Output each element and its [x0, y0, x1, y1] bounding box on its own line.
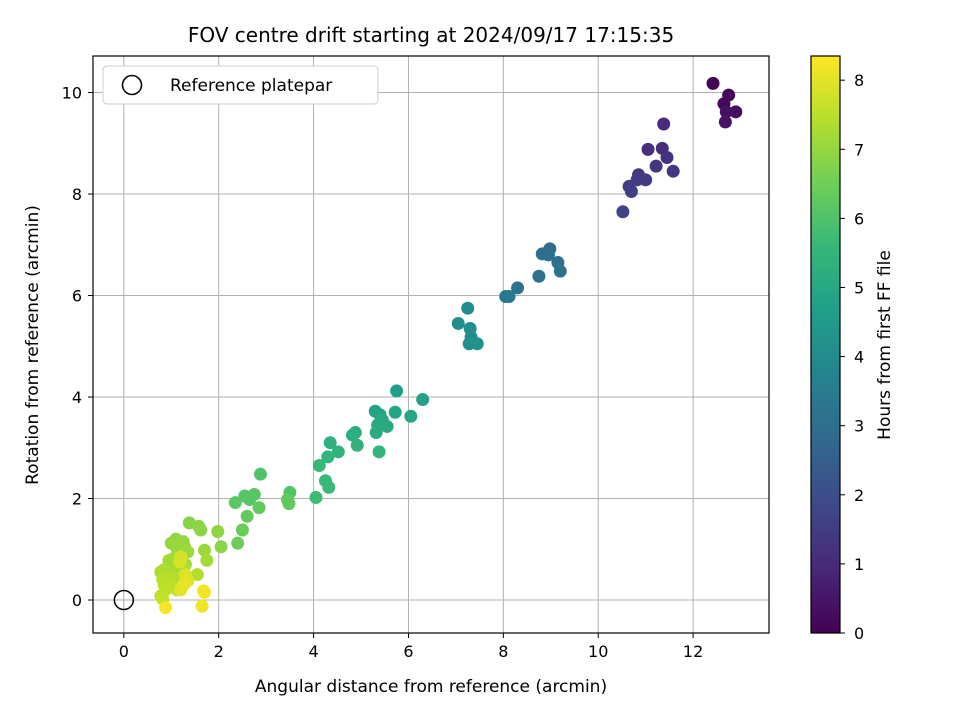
- x-tick-label: 8: [498, 642, 508, 661]
- colorbar-tick-label: 7: [854, 140, 864, 159]
- data-point: [350, 438, 364, 452]
- data-point: [372, 445, 386, 459]
- x-axis-label: Angular distance from reference (arcmin): [255, 677, 607, 697]
- data-point: [390, 384, 404, 398]
- y-axis-ticks: 0 2 4 6 8 10: [62, 84, 93, 610]
- chart-title: FOV centre drift starting at 2024/09/17 …: [188, 23, 674, 47]
- x-tick-label: 10: [588, 642, 608, 661]
- data-point: [660, 150, 674, 164]
- data-point: [553, 264, 567, 278]
- data-point: [253, 467, 267, 481]
- colorbar-tick-label: 3: [854, 417, 864, 436]
- reference-point: [113, 589, 135, 611]
- colorbar-tick-label: 0: [854, 624, 864, 643]
- data-point: [190, 568, 204, 582]
- data-point: [309, 491, 323, 505]
- data-point: [649, 159, 663, 173]
- y-tick-label: 2: [72, 490, 82, 509]
- y-axis-label: Rotation from reference (arcmin): [23, 205, 43, 485]
- plot-frame: [92, 55, 770, 634]
- data-point: [388, 405, 402, 419]
- data-point: [195, 599, 209, 613]
- legend-box: [102, 65, 379, 105]
- y-tick-label: 0: [72, 591, 82, 610]
- data-point: [416, 393, 430, 407]
- data-point: [616, 205, 630, 219]
- data-point: [323, 436, 337, 450]
- data-point: [666, 164, 680, 178]
- data-point: [461, 301, 475, 315]
- x-tick-label: 0: [119, 642, 129, 661]
- data-point: [322, 480, 336, 494]
- colorbar-tick-label: 2: [854, 486, 864, 505]
- plot-area: [92, 55, 770, 634]
- data-point: [231, 536, 245, 550]
- data-point: [624, 184, 638, 198]
- colorbar-label: Hours from first FF file: [875, 250, 895, 440]
- legend-marker-icon: [121, 74, 143, 96]
- data-point: [369, 426, 383, 440]
- colorbar-tick-label: 1: [854, 555, 864, 574]
- data-point: [729, 105, 743, 119]
- y-tick-label: 6: [72, 287, 82, 306]
- data-point: [178, 577, 192, 591]
- data-points: [154, 76, 743, 615]
- data-point: [499, 290, 513, 304]
- y-tick-label: 4: [72, 388, 82, 407]
- y-tick-label: 10: [62, 84, 82, 103]
- colorbar-tick-label: 4: [854, 348, 864, 367]
- legend-label: Reference platepar: [170, 76, 332, 96]
- y-tick-label: 8: [72, 185, 82, 204]
- data-point: [173, 555, 187, 569]
- data-point: [718, 115, 732, 129]
- data-point: [243, 493, 257, 507]
- data-point: [641, 142, 655, 156]
- data-point: [657, 117, 671, 131]
- data-point: [404, 409, 418, 423]
- colorbar-gradient: [811, 56, 840, 633]
- data-point: [240, 509, 254, 523]
- data-point: [706, 76, 720, 90]
- data-point: [532, 269, 546, 283]
- data-point: [228, 496, 242, 510]
- data-point: [511, 281, 525, 295]
- data-point: [194, 523, 208, 537]
- data-point: [214, 540, 228, 554]
- data-point: [451, 316, 465, 330]
- data-point: [470, 337, 484, 351]
- data-point: [312, 459, 326, 473]
- colorbar-frame: [810, 55, 841, 634]
- colorbar-tick-label: 8: [854, 71, 864, 90]
- colorbar-ticks: 0 1 2 3 4 5 6 7 8: [840, 71, 864, 643]
- data-point: [197, 584, 211, 598]
- x-tick-label: 6: [403, 642, 413, 661]
- legend: Reference platepar: [102, 65, 379, 105]
- data-point: [252, 501, 266, 515]
- data-point: [719, 105, 733, 119]
- colorbar: 0 1 2 3 4 5 6 7 8 Hours from first FF file: [810, 55, 895, 643]
- x-tick-label: 2: [214, 642, 224, 661]
- data-point: [331, 445, 345, 459]
- x-axis-ticks: 0 2 4 6 8 10 12: [119, 633, 703, 661]
- colorbar-tick-label: 5: [854, 278, 864, 297]
- grid-lines: [93, 56, 769, 633]
- data-point: [200, 553, 214, 567]
- data-point: [541, 248, 555, 262]
- data-point: [380, 419, 394, 433]
- data-point: [321, 450, 335, 464]
- data-point: [345, 428, 359, 442]
- data-point: [159, 601, 173, 615]
- data-point: [197, 543, 211, 557]
- x-tick-label: 12: [683, 642, 703, 661]
- data-point: [211, 525, 225, 539]
- colorbar-tick-label: 6: [854, 209, 864, 228]
- data-point: [235, 523, 249, 537]
- x-tick-label: 4: [308, 642, 318, 661]
- data-point: [282, 497, 296, 511]
